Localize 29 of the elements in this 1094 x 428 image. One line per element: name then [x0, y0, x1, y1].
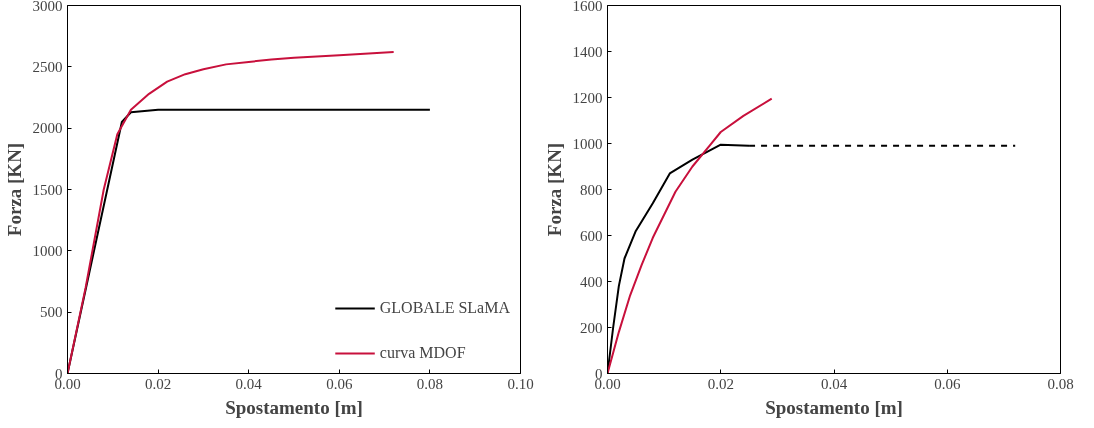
y-tick-label: 200 [580, 319, 603, 336]
y-tick-label: 1000 [32, 242, 63, 259]
x-tick-label: 0.08 [416, 375, 444, 392]
x-tick-label: 0.10 [507, 375, 534, 392]
y-tick-label: 800 [580, 181, 603, 198]
y-tick-label: 3000 [32, 0, 63, 14]
y-tick-label: 500 [40, 304, 63, 321]
y-tick-label: 1500 [32, 181, 63, 198]
x-tick-label: 0.06 [326, 375, 353, 392]
x-tick-label: 0.04 [235, 375, 263, 392]
y-axis-title: Forza [KN] [543, 142, 565, 237]
x-tick-label: 0.06 [934, 375, 961, 392]
x-tick-label: 0.04 [820, 375, 848, 392]
y-tick-label: 400 [580, 273, 603, 290]
y-tick-label: 1200 [572, 89, 603, 106]
x-axis-title: Spostamento [m] [225, 396, 363, 418]
x-tick-label: 0.08 [1047, 375, 1074, 392]
y-tick-label: 600 [580, 227, 603, 244]
y-tick-label: 1400 [572, 43, 603, 60]
y-tick-label: 1600 [572, 0, 603, 14]
y-tick-label: 2500 [32, 58, 63, 75]
x-axis-title: Spostamento [m] [765, 396, 903, 418]
legend-label: curva MDOF [379, 344, 466, 362]
legend-label: GLOBALE SLaMA [379, 299, 510, 317]
y-axis-title: Forza [KN] [3, 142, 25, 237]
x-tick-label: 0.02 [707, 375, 734, 392]
y-tick-label: 1000 [572, 135, 603, 152]
x-tick-label: 0.02 [144, 375, 172, 392]
y-tick-label: 2000 [32, 120, 63, 137]
